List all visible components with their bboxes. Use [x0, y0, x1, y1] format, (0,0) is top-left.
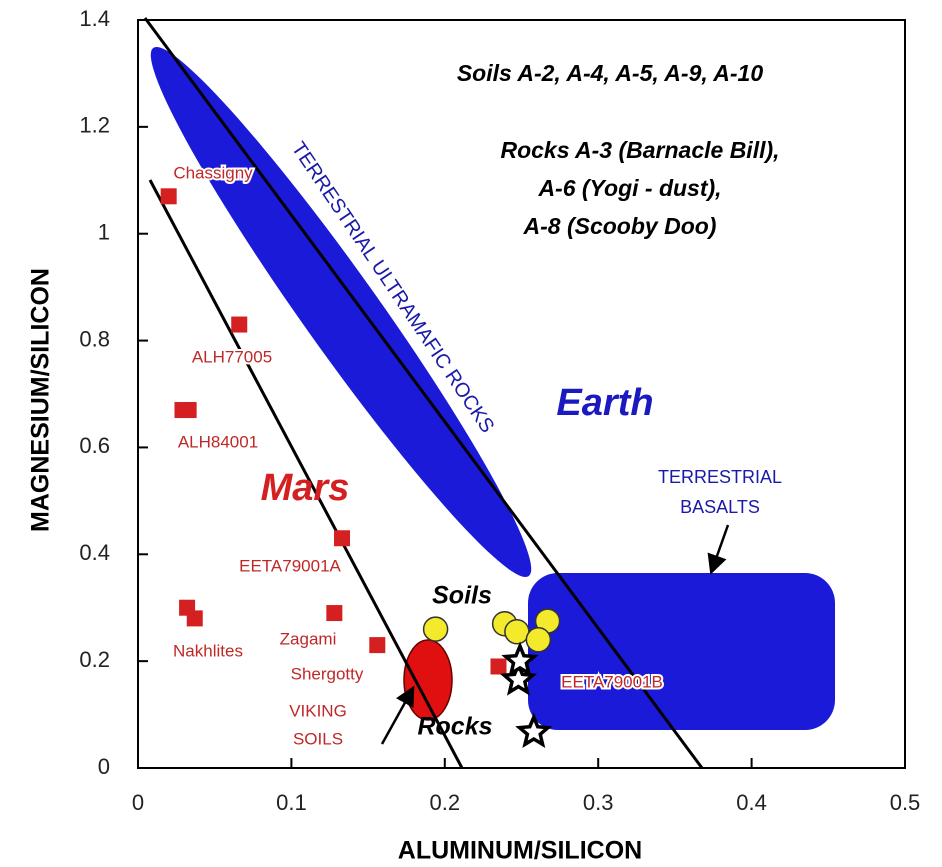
basalt-label: BASALTS — [680, 497, 760, 517]
point-label: EETA79001A — [239, 556, 341, 575]
earth-label: Earth — [556, 382, 653, 424]
title-line: A-8 (Scooby Doo) — [523, 213, 717, 239]
point-label: EETA79001B — [561, 672, 663, 691]
y-tick-label: 1.4 — [79, 6, 110, 31]
point — [501, 641, 539, 677]
point — [186, 610, 203, 627]
point — [160, 188, 177, 205]
title-line: Rocks A-3 (Barnacle Bill), — [500, 137, 779, 163]
plot-frame — [137, 19, 906, 769]
point — [525, 627, 552, 653]
point-label: Nakhlites — [173, 641, 243, 660]
point — [490, 658, 507, 675]
basalt-region — [528, 573, 835, 730]
y-tick-label: 0.8 — [79, 326, 110, 351]
point — [180, 402, 197, 419]
x-axis-label: ALUMINUM/SILICON — [398, 837, 642, 865]
point-label: Shergotty — [291, 664, 364, 683]
y-tick-label: 1 — [98, 220, 110, 245]
basalt-arrow — [707, 524, 730, 575]
point-label: ALH84001 — [178, 432, 258, 451]
point-label: Chassigny — [173, 163, 253, 182]
x-tick-label: 0.5 — [890, 790, 921, 815]
x-tick-label: 0.4 — [736, 790, 767, 815]
title-line: Soils A-2, A-4, A-5, A-9, A-10 — [457, 60, 764, 86]
viking-label: SOILS — [293, 729, 343, 748]
y-tick-label: 0 — [98, 754, 110, 779]
x-tick-label: 0.1 — [276, 790, 307, 815]
point — [515, 712, 553, 748]
y-tick-label: 0.2 — [79, 647, 110, 672]
x-tick-label: 0 — [132, 790, 144, 815]
point — [334, 530, 351, 547]
series-label: Rocks — [417, 713, 492, 741]
viking-arrow — [380, 685, 415, 745]
y-axis-label: MAGNESIUM/SILICON — [27, 268, 55, 532]
y-tick-label: 0.6 — [79, 433, 110, 458]
y-tick-label: 1.2 — [79, 113, 110, 138]
series-label: Soils — [432, 582, 492, 610]
point — [326, 605, 343, 622]
series-label: Mars — [261, 467, 350, 509]
point-label: ALH77005 — [192, 347, 272, 366]
basalt-label: TERRESTRIAL — [658, 467, 782, 487]
earth-trend-line — [143, 17, 704, 769]
y-tick-label: 0.4 — [79, 540, 110, 565]
viking-region — [403, 639, 453, 721]
mars-trend-line — [148, 179, 464, 769]
point — [231, 316, 248, 333]
point — [504, 619, 530, 645]
x-tick-label: 0.2 — [430, 790, 461, 815]
viking-label: VIKING — [289, 701, 347, 720]
x-tick-label: 0.3 — [583, 790, 614, 815]
title-line: A-6 (Yogi - dust), — [537, 175, 721, 201]
point — [369, 637, 386, 654]
point-label: Zagami — [280, 629, 337, 648]
ultramafic-region — [150, 46, 532, 578]
point — [422, 616, 449, 642]
marks — [160, 188, 561, 748]
